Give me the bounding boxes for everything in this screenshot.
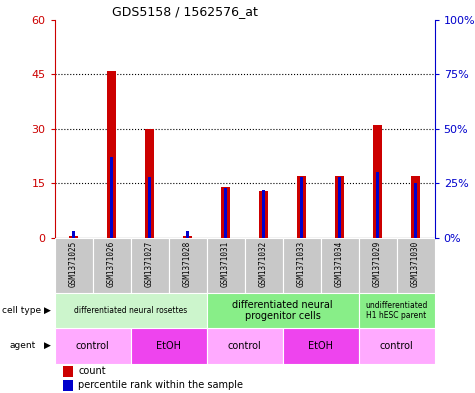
Bar: [359, 238, 397, 293]
Bar: [55, 293, 207, 328]
Text: differentiated neural
progenitor cells: differentiated neural progenitor cells: [232, 300, 333, 321]
Text: count: count: [78, 367, 105, 376]
Bar: [359, 328, 435, 364]
Text: percentile rank within the sample: percentile rank within the sample: [78, 380, 243, 390]
Text: GSM1371027: GSM1371027: [145, 241, 154, 287]
Text: control: control: [228, 341, 262, 351]
Bar: [283, 328, 359, 364]
Bar: [411, 176, 420, 238]
Bar: [207, 328, 283, 364]
Bar: [335, 176, 344, 238]
Text: undifferentiated
H1 hESC parent: undifferentiated H1 hESC parent: [365, 301, 428, 320]
Bar: [221, 187, 230, 238]
Bar: [169, 238, 207, 293]
Bar: [397, 238, 435, 293]
Bar: [110, 157, 113, 238]
Bar: [321, 238, 359, 293]
Bar: [55, 328, 131, 364]
Bar: [69, 236, 78, 238]
Bar: [283, 238, 321, 293]
Bar: [300, 177, 303, 238]
Text: GSM1371028: GSM1371028: [183, 241, 192, 287]
Bar: [145, 129, 154, 238]
Bar: [338, 177, 341, 238]
Text: GSM1371030: GSM1371030: [411, 241, 420, 287]
Text: GDS5158 / 1562576_at: GDS5158 / 1562576_at: [112, 6, 257, 18]
Text: GSM1371029: GSM1371029: [373, 241, 382, 287]
Bar: [72, 231, 75, 238]
Text: EtOH: EtOH: [308, 341, 333, 351]
Bar: [297, 176, 306, 238]
Text: GSM1371033: GSM1371033: [297, 241, 306, 287]
Bar: [262, 190, 265, 238]
Bar: [131, 328, 207, 364]
Bar: [107, 70, 116, 238]
Text: control: control: [380, 341, 414, 351]
Bar: [93, 238, 131, 293]
Bar: [359, 293, 435, 328]
Bar: [207, 238, 245, 293]
Text: control: control: [76, 341, 110, 351]
Bar: [376, 172, 379, 238]
Bar: [63, 380, 73, 391]
Bar: [224, 187, 227, 238]
Bar: [148, 177, 151, 238]
Bar: [207, 293, 359, 328]
Text: GSM1371025: GSM1371025: [69, 241, 78, 287]
Bar: [245, 238, 283, 293]
Bar: [55, 238, 93, 293]
Text: cell type: cell type: [2, 306, 41, 315]
Text: agent: agent: [10, 342, 36, 350]
Text: EtOH: EtOH: [156, 341, 181, 351]
Bar: [373, 125, 382, 238]
Bar: [186, 231, 189, 238]
Text: ▶: ▶: [44, 306, 51, 315]
Bar: [259, 191, 268, 238]
Bar: [183, 236, 192, 238]
Bar: [131, 238, 169, 293]
Bar: [414, 183, 417, 238]
Text: GSM1371026: GSM1371026: [107, 241, 116, 287]
Text: GSM1371032: GSM1371032: [259, 241, 268, 287]
Text: GSM1371034: GSM1371034: [335, 241, 344, 287]
Text: ▶: ▶: [44, 342, 51, 350]
Text: GSM1371031: GSM1371031: [221, 241, 230, 287]
Bar: [63, 366, 73, 377]
Text: differentiated neural rosettes: differentiated neural rosettes: [74, 306, 187, 315]
